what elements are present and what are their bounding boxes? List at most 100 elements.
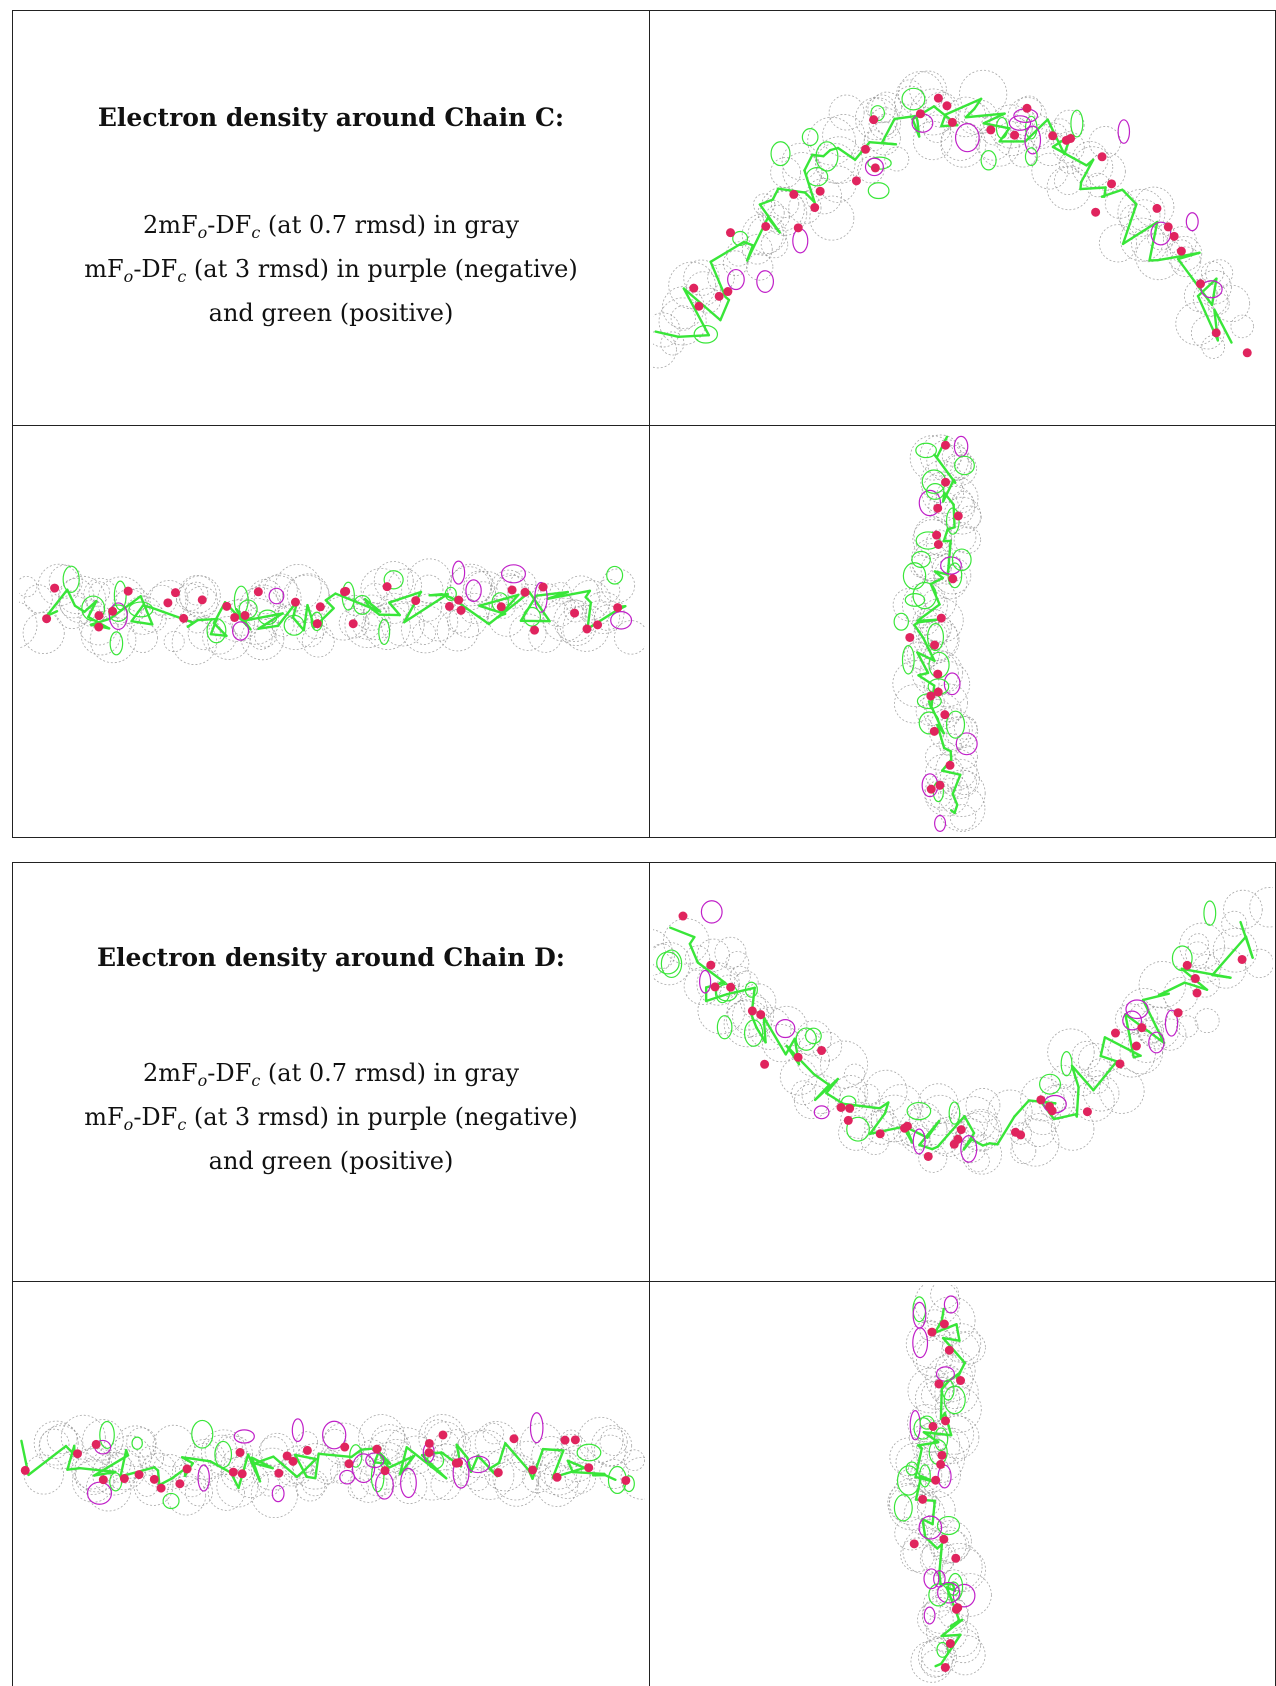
model-bond	[584, 589, 592, 599]
density-mesh	[685, 271, 721, 307]
density-mesh	[915, 1435, 946, 1466]
model-bond	[688, 942, 699, 964]
density-mesh	[33, 1420, 79, 1466]
oxygen-atom	[528, 1465, 538, 1475]
model-bond	[180, 1456, 212, 1463]
density-mesh	[1022, 1113, 1056, 1147]
density-mesh	[593, 1434, 627, 1468]
difference-density	[1060, 1051, 1073, 1077]
density-mesh	[926, 693, 962, 729]
difference-density	[491, 592, 509, 613]
density-mesh	[323, 1428, 347, 1452]
density-mesh	[254, 625, 277, 648]
difference-density	[610, 611, 633, 630]
oxygen-atom	[348, 619, 358, 629]
density-mesh	[1205, 259, 1234, 288]
chain-c-density-view-side	[19, 429, 645, 835]
oxygen-atom	[941, 1416, 951, 1426]
model-bond	[132, 595, 142, 603]
difference-density	[378, 618, 391, 646]
density-mesh	[896, 79, 923, 106]
model-bond	[324, 592, 337, 602]
density-mesh	[184, 1438, 226, 1480]
difference-density	[867, 182, 890, 200]
density-mesh	[562, 604, 610, 652]
density-mesh	[253, 575, 302, 623]
density-mesh	[482, 1422, 505, 1445]
density-mesh	[950, 1096, 998, 1143]
density-mesh	[187, 616, 222, 651]
density-mesh	[796, 1043, 830, 1077]
density-mesh	[436, 609, 479, 652]
oxygen-atom	[926, 784, 936, 794]
density-mesh	[418, 602, 459, 642]
model-bond	[962, 1138, 973, 1151]
density-mesh	[614, 620, 645, 655]
model-bond	[949, 750, 953, 761]
difference-density	[451, 560, 466, 585]
column-divider	[649, 863, 650, 1686]
density-mesh	[733, 970, 759, 996]
oxygen-atom	[197, 595, 207, 605]
oxygen-atom	[380, 1466, 390, 1476]
density-mesh	[696, 962, 740, 1006]
difference-density	[943, 1295, 959, 1314]
model-bond	[811, 153, 825, 158]
oxygen-atom	[1173, 1008, 1183, 1018]
oxygen-atom	[282, 1451, 292, 1461]
oxygen-atom	[456, 605, 466, 615]
model-bond	[988, 1142, 999, 1146]
chain-d-density-view-valley	[653, 867, 1273, 1277]
difference-density	[911, 550, 931, 568]
density-mesh	[913, 1451, 961, 1499]
density-mesh	[1170, 246, 1202, 278]
oxygen-atom	[237, 1469, 247, 1479]
oxygen-atom	[941, 477, 951, 487]
model-bond	[398, 1446, 408, 1476]
oxygen-atom	[756, 1010, 766, 1020]
oxygen-atom	[424, 1448, 434, 1458]
density-mesh	[1179, 922, 1226, 969]
density-mesh	[684, 945, 711, 971]
density-mesh	[1073, 1074, 1095, 1097]
model-bond	[964, 112, 1006, 119]
model-bond	[455, 1443, 469, 1460]
density-mesh	[409, 1455, 455, 1501]
oxygen-atom	[170, 588, 180, 598]
difference-density	[291, 1418, 304, 1443]
difference-density	[258, 609, 278, 626]
density-mesh	[1194, 1008, 1220, 1034]
density-mesh	[828, 94, 865, 131]
density-mesh	[892, 588, 926, 622]
model-bond	[1051, 145, 1088, 167]
oxygen-atom	[1010, 130, 1020, 140]
oxygen-atom	[930, 640, 940, 650]
model-bond	[1211, 935, 1248, 977]
difference-density	[775, 1018, 796, 1039]
density-mesh	[794, 1083, 830, 1119]
difference-density	[310, 611, 324, 632]
difference-density	[108, 602, 128, 631]
density-mesh	[623, 1449, 645, 1471]
density-mesh	[126, 1427, 157, 1458]
density-mesh	[820, 1040, 869, 1089]
model-bond	[654, 330, 680, 338]
oxygen-atom	[91, 1439, 101, 1449]
difference-density	[534, 581, 548, 613]
density-mesh	[948, 1573, 992, 1617]
density-mesh	[1087, 152, 1126, 191]
difference-density	[131, 1436, 143, 1450]
density-mesh	[940, 121, 981, 161]
density-mesh	[822, 114, 866, 158]
density-mesh	[653, 941, 691, 986]
difference-density	[231, 621, 250, 641]
density-mesh	[230, 611, 256, 636]
oxygen-atom	[918, 1494, 928, 1504]
model-bond	[719, 298, 731, 322]
oxygen-atom	[714, 291, 724, 301]
oxygen-atom	[939, 1319, 949, 1329]
legend-line-positive: and green (positive)	[208, 299, 454, 327]
difference-density	[426, 1451, 445, 1470]
model-bond	[725, 986, 756, 996]
density-mesh	[274, 563, 322, 612]
